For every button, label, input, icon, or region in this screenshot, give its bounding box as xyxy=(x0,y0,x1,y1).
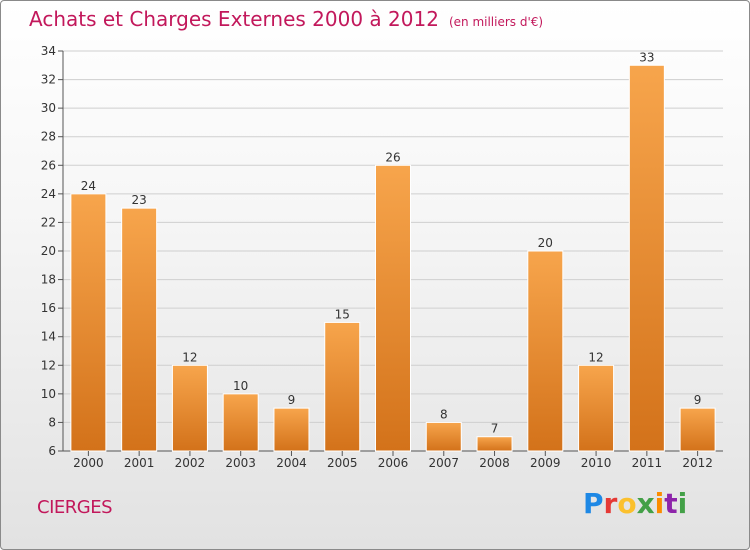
bar-value-label: 20 xyxy=(538,236,553,250)
y-tick-label: 14 xyxy=(41,330,56,344)
y-tick-label: 16 xyxy=(41,301,56,315)
chart-title: Achats et Charges Externes 2000 à 2012 (e… xyxy=(29,7,543,31)
y-tick-label: 32 xyxy=(41,73,56,87)
bar-2001 xyxy=(121,207,158,452)
bar-value-label: 10 xyxy=(233,379,248,393)
y-tick-label: 26 xyxy=(41,158,56,172)
y-tick-label: 24 xyxy=(41,187,56,201)
y-tick-label: 22 xyxy=(41,215,56,229)
logo-letter: o xyxy=(617,487,637,520)
y-tick-label: 8 xyxy=(48,415,56,429)
town-name: CIERGES xyxy=(37,497,113,518)
bar-2000 xyxy=(70,193,107,452)
chart-subtitle: (en milliers d'€) xyxy=(448,15,544,29)
y-tick-label: 28 xyxy=(41,130,56,144)
chart-title-text: Achats et Charges Externes 2000 à 2012 xyxy=(29,7,439,31)
bar-value-label: 8 xyxy=(440,407,448,421)
bar-value-label: 26 xyxy=(385,150,400,164)
x-tick-label: 2009 xyxy=(530,456,561,470)
y-tick-label: 10 xyxy=(41,387,56,401)
bar-2012 xyxy=(679,407,716,452)
x-tick-label: 2007 xyxy=(428,456,459,470)
y-tick-label: 30 xyxy=(41,101,56,115)
bar-value-label: 12 xyxy=(588,350,603,364)
bar-value-label: 7 xyxy=(491,422,499,436)
x-tick-label: 2006 xyxy=(378,456,409,470)
bar-value-label: 9 xyxy=(694,393,702,407)
bar-2009 xyxy=(527,250,564,452)
bar-value-label: 9 xyxy=(288,393,296,407)
x-tick-label: 2010 xyxy=(581,456,612,470)
x-tick-label: 2004 xyxy=(276,456,307,470)
bar-2006 xyxy=(375,164,411,452)
x-tick-label: 2005 xyxy=(327,456,358,470)
bar-value-label: 12 xyxy=(182,350,197,364)
logo-letter: x xyxy=(636,487,655,520)
y-tick-label: 18 xyxy=(41,273,56,287)
x-tick-label: 2000 xyxy=(73,456,104,470)
bar-2004 xyxy=(273,407,310,452)
y-tick-label: 20 xyxy=(41,244,56,258)
logo-letter: i xyxy=(654,487,665,520)
logo-letter: r xyxy=(603,487,618,520)
bar-2002 xyxy=(171,364,208,452)
bar-2005 xyxy=(324,321,361,452)
bar-value-label: 24 xyxy=(81,179,96,193)
logo-letter: t xyxy=(664,487,678,520)
y-tick-label: 34 xyxy=(41,44,56,58)
bar-2010 xyxy=(578,364,615,452)
proxiti-logo: Proxiti xyxy=(583,487,687,520)
bar-value-label: 33 xyxy=(639,50,654,64)
y-tick-label: 12 xyxy=(41,358,56,372)
x-tick-label: 2011 xyxy=(632,456,663,470)
bar-value-label: 15 xyxy=(335,307,350,321)
logo-letter: P xyxy=(583,487,604,520)
x-tick-label: 2008 xyxy=(479,456,510,470)
bar-2008 xyxy=(476,436,513,452)
bar-2003 xyxy=(222,393,259,452)
x-tick-label: 2003 xyxy=(225,456,256,470)
x-tick-label: 2012 xyxy=(682,456,713,470)
bar-2007 xyxy=(425,421,462,452)
x-tick-label: 2002 xyxy=(175,456,206,470)
y-tick-label: 6 xyxy=(48,444,56,458)
logo-letter: i xyxy=(677,487,688,520)
x-tick-label: 2001 xyxy=(124,456,155,470)
bar-value-label: 23 xyxy=(132,193,147,207)
bar-2011 xyxy=(628,64,665,452)
